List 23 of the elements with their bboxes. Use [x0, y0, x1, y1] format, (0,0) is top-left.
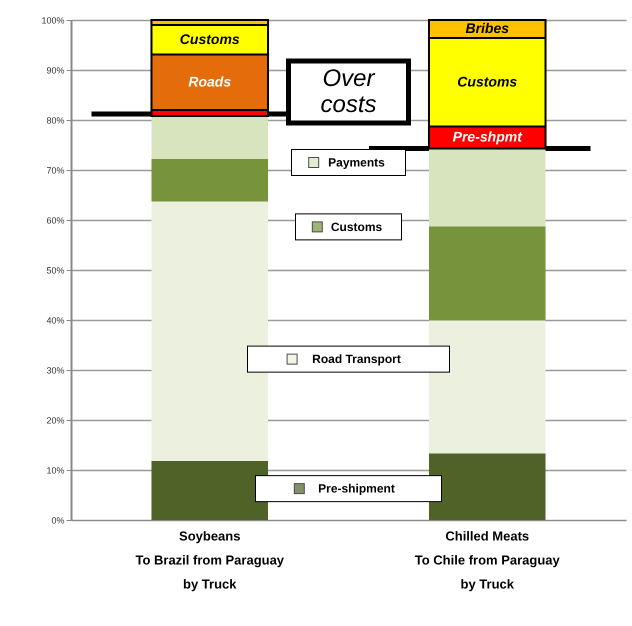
text: Customs — [457, 73, 518, 90]
y-tick-label: 40% — [46, 316, 64, 326]
y-tick-label: 30% — [46, 366, 64, 376]
y-tick-label: 50% — [46, 266, 64, 276]
y-tick-label: 10% — [46, 466, 64, 476]
annotation: Over costs — [320, 65, 377, 118]
legend-label: Road Transport — [312, 352, 401, 366]
legend-label: Payments — [328, 156, 386, 170]
series-label: Customs — [180, 30, 240, 47]
y-tick-label: 0% — [51, 516, 64, 526]
x-tick-label: Chilled Meats To Chile from Paraguay by Truck — [414, 528, 560, 592]
y-tick-label: 80% — [46, 116, 64, 126]
legend-label: Customs — [330, 220, 382, 234]
series-label: Pre-shpmt — [452, 128, 524, 144]
y-tick-label: 100% — [41, 16, 64, 26]
series-label: Roads — [188, 73, 232, 90]
legend-label: Pre-shipment — [318, 482, 395, 496]
series-label: Bribes — [465, 20, 510, 36]
y-tick-label: 70% — [46, 166, 64, 176]
y-tick-label: 20% — [46, 416, 64, 426]
y-tick-label: 90% — [46, 66, 64, 76]
y-tick-label: 60% — [46, 216, 64, 226]
x-tick-label: Soybeans To Brazil from Paraguay by Truck — [135, 528, 285, 592]
